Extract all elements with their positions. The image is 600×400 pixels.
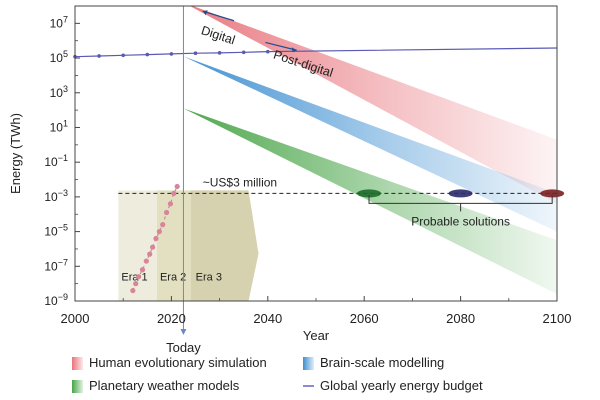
solution-marker: [448, 189, 473, 198]
band-2: [183, 108, 557, 295]
legend-label: Planetary weather models: [89, 378, 240, 393]
era-point: [139, 267, 146, 273]
digital-arrow: [202, 10, 235, 22]
era-point: [160, 222, 166, 228]
digital-arrowhead: [202, 10, 208, 16]
y-tick-label: 10−7: [44, 257, 68, 273]
x-tick-label: 2000: [61, 311, 90, 326]
y-tick-label: 107: [50, 14, 68, 30]
budget-point: [217, 51, 222, 55]
era-point: [153, 235, 159, 242]
budget-point: [241, 50, 246, 55]
x-tick-label: 2060: [350, 311, 379, 326]
x-tick-label: 2080: [446, 311, 475, 326]
era-region: [190, 190, 259, 301]
era-point: [130, 287, 136, 294]
post-digital-arrow: [265, 41, 297, 51]
budget-point: [97, 54, 101, 58]
bands-layer: [183, 6, 557, 295]
eras-layer: Era 1 Era 2 Era 3: [118, 190, 259, 301]
era-point: [133, 281, 139, 287]
lines-layer: [73, 6, 565, 335]
y-tick-label: 10−1: [44, 153, 68, 169]
era-point: [150, 244, 156, 250]
solution-marker: [540, 189, 565, 198]
legend-swatch: [72, 380, 83, 393]
y-tick-label: 10−5: [44, 223, 68, 239]
legend-swatch: [303, 357, 314, 370]
cost-label: ~US$3 million: [203, 175, 277, 189]
budget-point: [266, 49, 270, 54]
y-tick-label: 10−3: [44, 188, 68, 204]
x-tick-label: 2020: [157, 311, 186, 326]
y-tick-label: 103: [50, 84, 68, 100]
post-digital-arrowhead: [291, 47, 297, 53]
era-point: [156, 228, 162, 235]
band-1: [183, 56, 557, 232]
era-label: Era 2: [160, 272, 186, 284]
budget-point: [169, 52, 174, 56]
era-point: [171, 190, 177, 197]
era-point: [167, 201, 174, 207]
legend-label: Human evolutionary simulation: [89, 355, 267, 370]
today-arrow: [180, 329, 187, 335]
era-point: [163, 209, 170, 216]
band-0: [189, 6, 557, 204]
x-tick-label: 2100: [543, 311, 572, 326]
x-axis-label: Year: [303, 328, 330, 343]
today-label: Today: [166, 340, 201, 355]
legend-swatch: [72, 357, 83, 370]
budget-point: [121, 53, 125, 58]
budget-point: [193, 51, 198, 55]
era-point: [174, 183, 180, 190]
solutions-label: Probable solutions: [411, 214, 510, 228]
y-axis-label: Energy (TWh): [8, 113, 23, 194]
era-region: [156, 190, 191, 301]
points-layer: [130, 183, 180, 294]
era-point: [143, 258, 149, 264]
solution-brace: [368, 195, 553, 212]
era-point: [136, 274, 142, 280]
axes-layer: 10−9 10−7 10−5 10−3 10−1 101 103 105 107 2000 2020…: [8, 5, 572, 343]
era-label: Era 1: [121, 272, 147, 284]
era-label: Era 3: [196, 272, 222, 284]
budget-point: [145, 52, 150, 57]
legend-label: Brain-scale modelling: [320, 355, 444, 370]
era-point: [147, 251, 153, 257]
legend-label: Global yearly energy budget: [320, 378, 483, 393]
y-tick-label: 10−9: [44, 292, 68, 308]
x-tick-label: 2040: [253, 311, 282, 326]
y-tick-label: 105: [50, 49, 68, 65]
y-tick-label: 101: [50, 118, 68, 134]
legend: Human evolutionary simulation Brain-scale…: [72, 355, 483, 393]
solution-marker: [357, 189, 382, 198]
